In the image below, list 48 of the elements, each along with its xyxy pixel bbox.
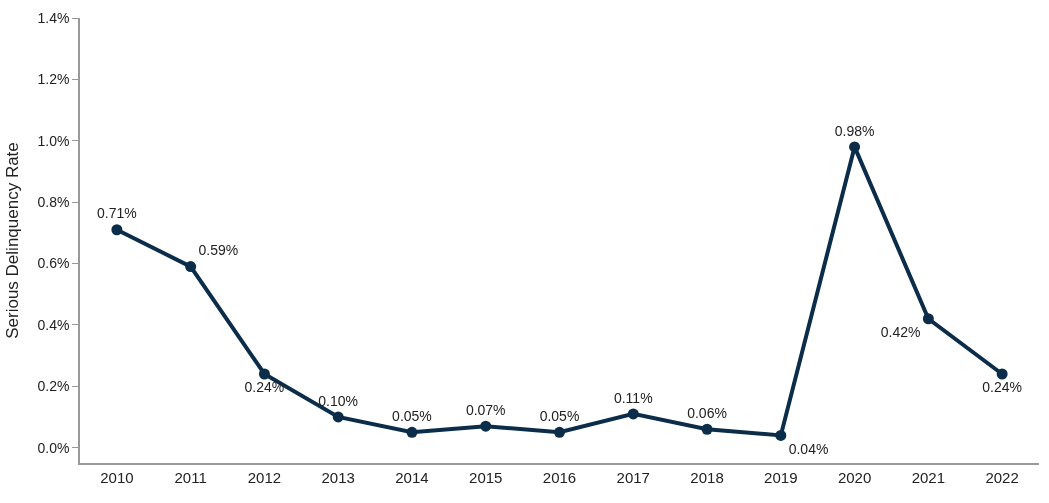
x-tick-label: 2013 xyxy=(321,468,355,486)
y-tick-label: 1.2% xyxy=(37,71,70,88)
x-tick-label: 2018 xyxy=(690,468,724,486)
x-tick-label: 2017 xyxy=(616,468,650,486)
x-tick-label: 2015 xyxy=(469,468,503,486)
data-label: 0.05% xyxy=(392,407,432,424)
data-label: 0.71% xyxy=(97,205,137,222)
point xyxy=(922,313,934,325)
point xyxy=(775,429,787,441)
data-label: 0.24% xyxy=(982,379,1022,396)
data-label: 0.06% xyxy=(687,404,727,421)
y-tick-label: 0.8% xyxy=(37,194,70,211)
y-tick-label: 0.0% xyxy=(37,439,70,456)
x-tick-label: 2010 xyxy=(100,468,134,486)
data-label: 0.11% xyxy=(613,389,653,406)
point xyxy=(480,420,492,432)
data-label: 0.24% xyxy=(244,379,285,396)
x-tick-label: 2011 xyxy=(174,468,207,486)
point xyxy=(627,408,639,420)
point xyxy=(406,426,418,438)
data-label: 0.10% xyxy=(318,392,359,409)
point xyxy=(701,423,713,435)
data-label: 0.04% xyxy=(788,440,829,457)
y-axis-title: Serious Delinquency Rate xyxy=(2,142,22,339)
x-tick-label: 2022 xyxy=(985,468,1019,486)
x-tick-label: 2019 xyxy=(764,468,798,486)
point xyxy=(849,141,861,153)
data-label: 0.07% xyxy=(465,401,506,418)
point xyxy=(111,224,123,236)
x-tick-label: 2012 xyxy=(247,468,282,486)
data-label: 0.42% xyxy=(880,324,921,341)
y-tick-label: 1.0% xyxy=(37,132,70,149)
point xyxy=(258,368,270,380)
point xyxy=(996,368,1008,380)
x-tick-label: 2021 xyxy=(911,468,946,486)
x-tick-label: 2020 xyxy=(837,468,872,486)
y-tick-label: 0.4% xyxy=(37,316,70,333)
x-tick-label: 2016 xyxy=(542,468,577,486)
y-tick-label: 0.2% xyxy=(37,378,70,395)
point xyxy=(554,426,565,438)
x-tick-label: 2014 xyxy=(395,468,429,486)
data-label: 0.98% xyxy=(834,122,875,139)
y-tick-label: 1.4% xyxy=(37,9,70,26)
point xyxy=(185,261,197,273)
data-label: 0.05% xyxy=(539,407,580,424)
y-tick-label: 0.6% xyxy=(37,255,70,272)
point xyxy=(332,411,344,423)
data-label: 0.59% xyxy=(198,242,239,259)
